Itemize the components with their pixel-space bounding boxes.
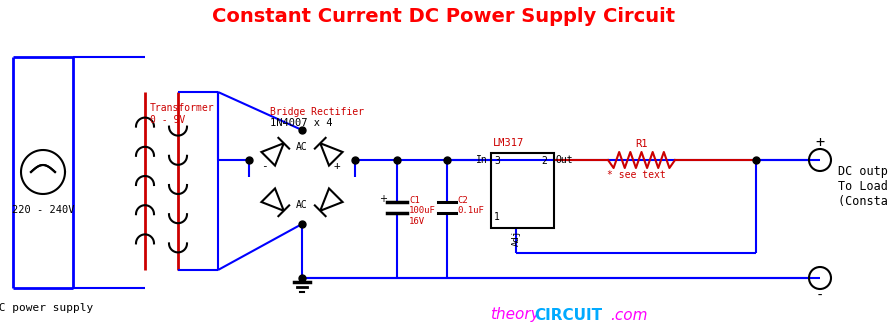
Text: Bridge Rectifier: Bridge Rectifier (270, 107, 364, 117)
Text: +: + (815, 135, 825, 150)
Bar (491, 153, 554, 228)
Text: DC output
To Load
(Constant Current): DC output To Load (Constant Current) (838, 165, 889, 208)
Text: 220 - 240V: 220 - 240V (12, 205, 75, 215)
Text: Constant Current DC Power Supply Circuit: Constant Current DC Power Supply Circuit (212, 7, 676, 26)
Text: -: - (816, 289, 824, 303)
Text: 1N4007 x 4: 1N4007 x 4 (270, 118, 332, 128)
Text: AC power supply: AC power supply (0, 303, 93, 313)
Text: * see text: * see text (606, 170, 665, 180)
Text: LM317: LM317 (493, 138, 525, 148)
Text: AC: AC (296, 142, 308, 152)
Text: theory: theory (490, 308, 540, 323)
Text: 1: 1 (494, 212, 500, 222)
Text: Out: Out (556, 155, 573, 165)
Text: Transformer
0 - 9V: Transformer 0 - 9V (150, 103, 214, 125)
Text: .com: .com (610, 308, 647, 323)
Text: 2: 2 (541, 156, 547, 166)
Text: In: In (477, 155, 488, 165)
Text: -: - (260, 161, 268, 171)
Text: Adj: Adj (511, 230, 520, 246)
Text: R1: R1 (635, 139, 647, 149)
Text: 3: 3 (494, 156, 500, 166)
Text: +: + (333, 161, 340, 171)
Text: +: + (379, 194, 387, 204)
Text: CIRCUIT: CIRCUIT (534, 308, 602, 323)
Text: C2
0.1uF: C2 0.1uF (457, 196, 484, 215)
Text: AC: AC (296, 200, 308, 210)
Text: C1
100uF
16V: C1 100uF 16V (409, 196, 436, 226)
